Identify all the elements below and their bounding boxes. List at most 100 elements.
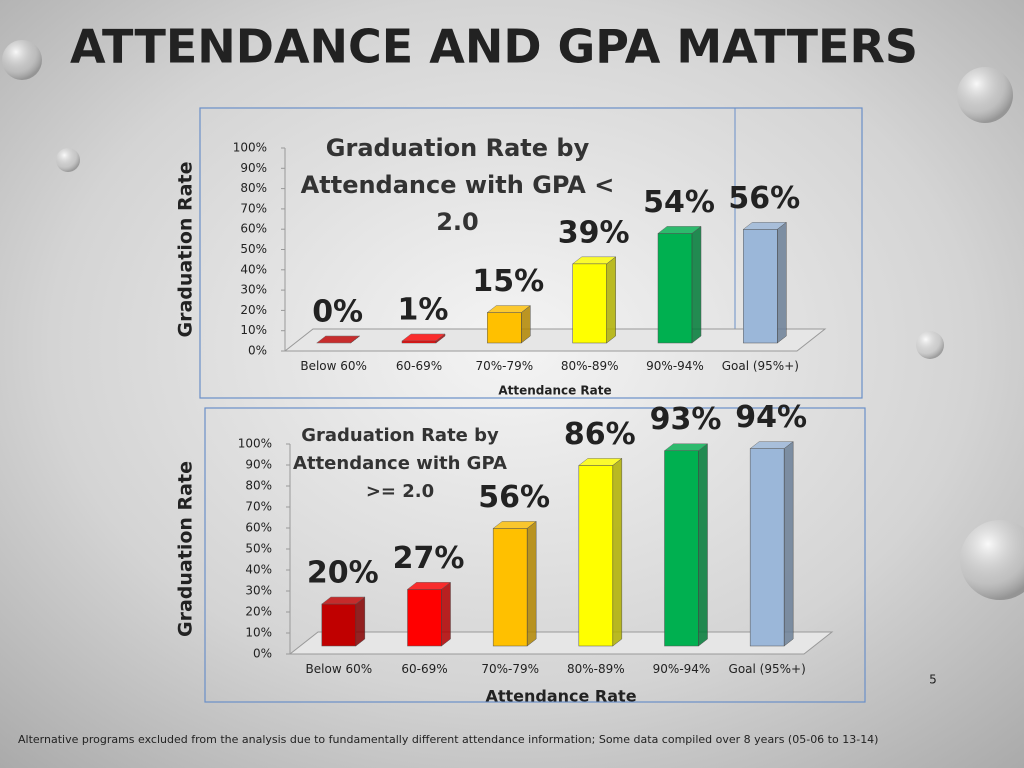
bar <box>657 233 693 344</box>
y-tick-label: 0% <box>253 647 272 661</box>
bar-side <box>698 443 708 647</box>
x-tick-label: 90%-94% <box>652 662 711 676</box>
y-axis-label: Graduation Rate <box>175 162 197 338</box>
value-label: 39% <box>558 215 630 250</box>
x-tick-label-box: 80%-89% <box>560 359 619 373</box>
x-tick-label-box: 80%-89% <box>566 662 625 676</box>
bar-top <box>492 521 537 529</box>
bar-side <box>612 457 623 647</box>
y-tick-label: 70% <box>240 201 267 215</box>
value-label: 27% <box>393 541 465 576</box>
x-tick-label: 90%-94% <box>646 359 704 373</box>
bar-top <box>315 335 361 344</box>
y-tick-label: 30% <box>240 283 267 297</box>
x-tick-label: 70%-79% <box>481 662 539 676</box>
droplet <box>56 148 80 172</box>
x-tick-label-box: Below 60% <box>305 662 373 676</box>
value-label: 0% <box>312 295 363 330</box>
x-tick-label: Goal (95%+) <box>721 359 799 373</box>
y-tick-label: 40% <box>240 262 267 276</box>
value-label: 1% <box>398 292 449 327</box>
bar-top <box>571 256 617 265</box>
x-tick-label: 60-69% <box>395 359 443 373</box>
bar <box>492 528 528 647</box>
droplet <box>957 67 1013 123</box>
x-tick-label-box: 60-69% <box>395 359 443 373</box>
y-tick-label: 50% <box>240 242 267 256</box>
chart-frame <box>199 107 863 399</box>
value-label: 86% <box>564 417 636 452</box>
x-tick-label: Below 60% <box>300 359 367 373</box>
y-tick-label: 30% <box>245 584 272 598</box>
chart-title-box: Graduation Rate by Attendance with GPA >… <box>293 425 507 502</box>
x-tick-label: 80%-89% <box>566 662 625 676</box>
x-axis-label: Attendance Rate <box>485 687 636 706</box>
bar-top <box>657 226 702 234</box>
x-axis-label: Attendance Rate <box>498 384 611 398</box>
page-number: 5 <box>929 673 937 687</box>
x-tick-label-box: 70%-79% <box>481 662 539 676</box>
bar-top <box>578 458 623 466</box>
y-tick-label: 100% <box>238 437 272 451</box>
x-tick-label: 80%-89% <box>560 359 619 373</box>
bar-side <box>783 441 794 647</box>
y-tick-label: 80% <box>240 181 267 195</box>
chart-title: Graduation Rate by Attendance with GPA <… <box>300 134 615 236</box>
bar <box>749 448 785 647</box>
bar-side <box>606 256 616 344</box>
droplets <box>2 40 1024 600</box>
bar-top <box>663 443 709 451</box>
x-tick-label-box: 90%-94% <box>646 359 704 373</box>
y-tick-label: 40% <box>245 563 272 577</box>
x-tick-label-box: Goal (95%+) <box>721 359 799 373</box>
value-label: 94% <box>735 400 807 435</box>
value-label: 56% <box>728 181 800 216</box>
bar <box>401 340 437 344</box>
y-tick-label: 90% <box>240 161 267 175</box>
bar-top <box>749 441 794 449</box>
bar-top <box>486 305 532 313</box>
bar-top <box>401 333 446 342</box>
y-tick-label: 10% <box>245 626 272 640</box>
y-tick-label: 90% <box>245 458 272 472</box>
x-tick-label: Below 60% <box>305 662 373 676</box>
bar <box>321 603 357 647</box>
y-axis-label: Graduation Rate <box>175 461 197 637</box>
x-tick-label-box: 60-69% <box>401 662 448 676</box>
chart-title: Graduation Rate by Attendance with GPA >… <box>293 425 507 502</box>
value-label: 54% <box>643 185 715 220</box>
y-tick-label: 10% <box>240 323 267 337</box>
footnote: Alternative programs excluded from the a… <box>18 733 878 746</box>
value-label: 20% <box>307 556 379 591</box>
bar-side <box>355 596 366 647</box>
bar-top <box>742 222 788 230</box>
y-tick-label: 100% <box>233 141 267 155</box>
slide-title: ATTENDANCE AND GPA MATTERS <box>70 20 918 74</box>
value-label: 15% <box>472 264 544 299</box>
droplet <box>916 331 944 359</box>
bar <box>407 589 442 647</box>
y-tick-label: 80% <box>245 479 272 493</box>
x-tick-label: 70%-79% <box>475 359 534 373</box>
bar-top <box>406 582 452 590</box>
bar <box>487 312 522 344</box>
x-tick-label: 60-69% <box>401 662 448 676</box>
bar <box>664 450 699 647</box>
y-tick-label: 50% <box>245 542 272 556</box>
x-tick-label-box: Goal (95%+) <box>728 662 806 676</box>
bar <box>578 465 614 647</box>
bar-side <box>691 225 702 344</box>
chart-frame <box>204 407 866 703</box>
droplet <box>2 40 42 80</box>
x-tick-label-box: Below 60% <box>300 359 367 373</box>
y-tick-label: 20% <box>245 605 272 619</box>
bar <box>743 229 778 344</box>
bar <box>572 263 607 344</box>
droplet <box>960 520 1024 600</box>
y-tick-label: 20% <box>240 303 267 317</box>
x-tick-label: Goal (95%+) <box>728 662 806 676</box>
y-tick-label: 60% <box>240 222 267 236</box>
bar-side <box>441 581 451 647</box>
x-tick-label-box: 70%-79% <box>475 359 534 373</box>
